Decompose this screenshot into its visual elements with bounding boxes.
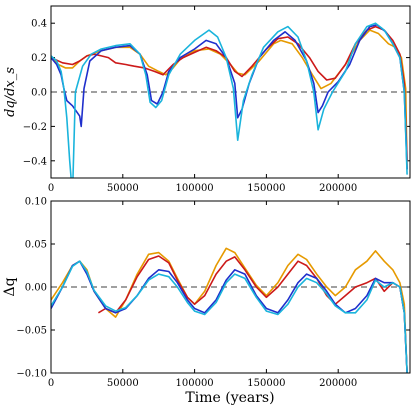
x-tick-label: 100000 (176, 183, 214, 194)
y-tick-label: 0.4 (31, 19, 47, 30)
y-tick-label: 0.00 (25, 283, 47, 294)
series-line-1 (51, 29, 408, 170)
bottom-ylabel: Δq (2, 277, 18, 296)
bottom-axes-ticks: 0 50000 100000 150000 200000 −0.10 −0.05 0.00 0.… (16, 197, 410, 389)
y-tick-label: −0.05 (16, 326, 47, 337)
y-tick-label: −0.4 (23, 156, 47, 167)
x-tick-label: 200000 (319, 183, 357, 194)
series-line-4 (51, 22, 408, 178)
series-line-3 (51, 260, 408, 373)
y-tick-label: 0.10 (25, 197, 47, 208)
series-line-2 (97, 255, 408, 373)
bottom-plot-frame (50, 200, 411, 374)
y-tick-label: 0.0 (31, 88, 47, 99)
y-tick-label: 0.05 (25, 240, 47, 251)
y-tick-label: −0.10 (16, 369, 47, 380)
x-tick-label: 0 (48, 183, 54, 194)
top-ylabel: dq/dx_s (3, 67, 18, 117)
x-tick-label: 0 (48, 378, 54, 389)
panel-delta-q: 0 50000 100000 150000 200000 −0.10 −0.05 0.00 0.… (2, 197, 411, 406)
series-line-2 (51, 25, 408, 161)
y-tick-label: 0.2 (31, 53, 47, 64)
bottom-series-group (51, 247, 408, 373)
x-tick-label: 150000 (247, 183, 285, 194)
top-series-group (51, 22, 408, 178)
series-line-4 (51, 260, 408, 373)
x-tick-label: 50000 (107, 378, 139, 389)
bottom-xlabel: Time (years) (185, 390, 274, 406)
x-tick-label: 200000 (319, 378, 357, 389)
x-tick-label: 150000 (247, 378, 285, 389)
panel-dq-dxs: 0 50000 100000 150000 200000 −0.4 −0.2 0.0 0.2 0.… (3, 5, 411, 194)
series-line-1 (51, 247, 408, 373)
top-axes-ticks: 0 50000 100000 150000 200000 −0.4 −0.2 0.0 0.2 0.… (23, 6, 410, 194)
x-tick-label: 100000 (176, 378, 214, 389)
y-tick-label: −0.2 (23, 122, 47, 133)
x-tick-label: 50000 (107, 183, 139, 194)
top-plot-frame (50, 5, 411, 179)
